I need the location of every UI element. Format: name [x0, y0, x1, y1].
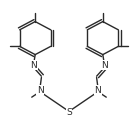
- Text: S: S: [66, 108, 72, 116]
- Text: N: N: [95, 86, 101, 95]
- Text: N: N: [37, 86, 43, 95]
- Text: N: N: [101, 61, 108, 70]
- Text: N: N: [30, 61, 37, 70]
